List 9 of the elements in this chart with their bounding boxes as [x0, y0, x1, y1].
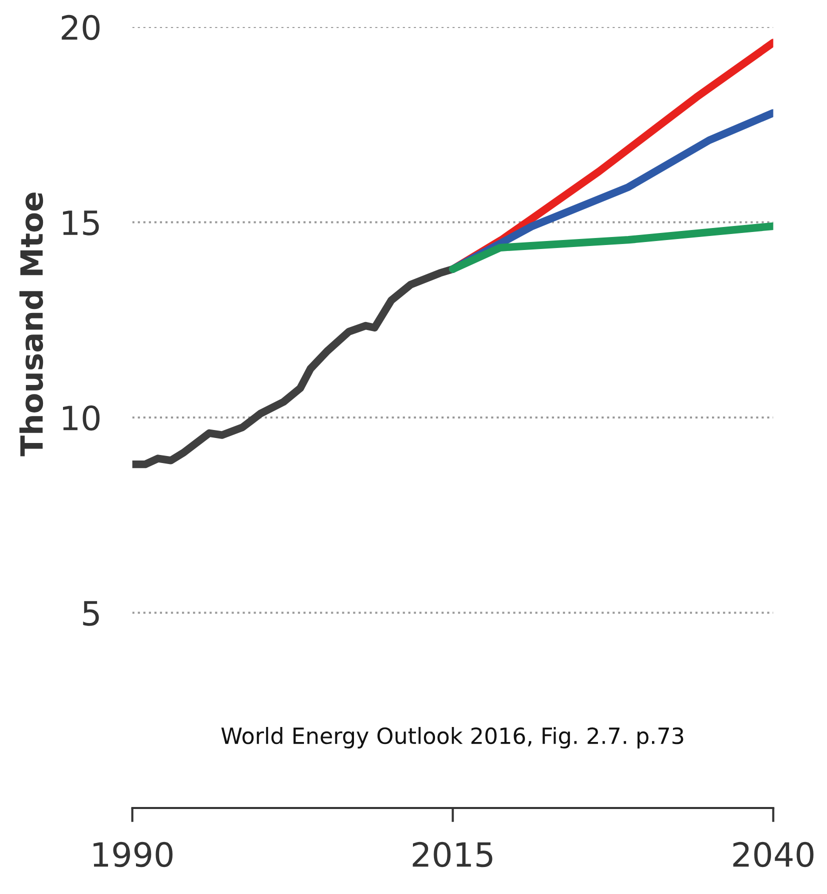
y-tick-label: 20 — [62, 14, 100, 40]
x-tick-label: 2015 — [412, 842, 492, 868]
annotation: World Energy Outlook 2016, Fig. 2.7. p.73 — [221, 726, 684, 748]
x-tick-label: 1990 — [94, 842, 173, 868]
x-tick-label: 2040 — [733, 842, 814, 868]
y-tick-label: 5 — [83, 601, 99, 626]
y-axis-title: Thousand Mtoe — [19, 192, 44, 456]
y-tick-label: 15 — [63, 210, 99, 236]
y-tick-label: 10 — [63, 405, 100, 431]
